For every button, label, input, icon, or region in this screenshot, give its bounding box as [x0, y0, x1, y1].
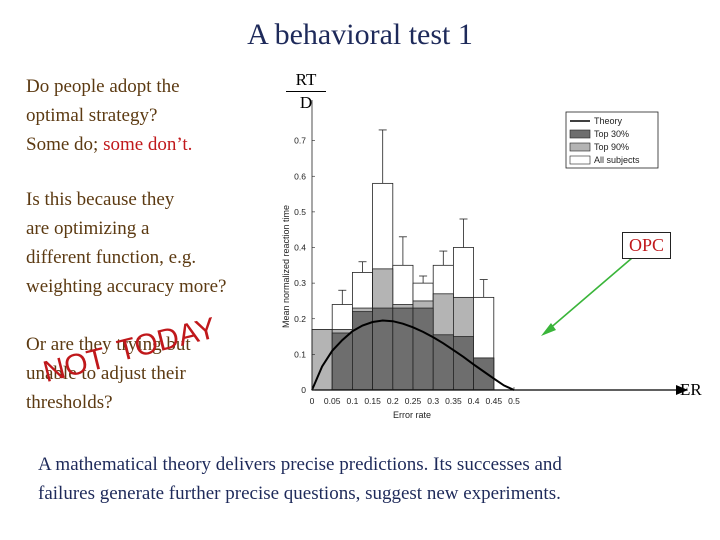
- legend-swatch: [569, 155, 591, 165]
- fraction-bar: [286, 91, 326, 92]
- question-paragraph: Do people adopt the optimal strategy? So…: [26, 72, 192, 159]
- x-tick-label: 0.15: [364, 396, 381, 406]
- fraction-numerator: RT: [295, 70, 317, 89]
- y-tick-label: 0.4: [294, 243, 306, 253]
- x-tick-label: 0.3: [427, 396, 439, 406]
- slide-title: A behavioral test 1: [247, 18, 473, 51]
- bar-top30: [392, 307, 414, 391]
- y-axis-label: Mean normalized reaction time: [281, 205, 291, 328]
- x-tick-label: 0.25: [405, 396, 422, 406]
- fraction-denominator: D: [299, 93, 313, 112]
- opc-arrow-line: [547, 257, 633, 331]
- opc-arrowhead: [541, 323, 556, 336]
- alternative-line-1: Or are they trying but: [26, 334, 191, 355]
- x-tick-label: 0.5: [508, 396, 520, 406]
- hypothesis-paragraph: Is this because they are optimizing a di…: [26, 185, 226, 301]
- legend-label: All subjects: [594, 155, 640, 165]
- x-tick-label: 0.05: [324, 396, 341, 406]
- legend-swatch: [569, 129, 591, 139]
- alternative-line-2: unable to adjust their: [26, 363, 186, 384]
- x-tick-label: 0.4: [468, 396, 480, 406]
- legend-label: Top 30%: [594, 129, 629, 139]
- y-tick-label: 0.7: [294, 136, 306, 146]
- question-line-3: Some do; some don’t.: [26, 130, 192, 159]
- y-tick-label: 0.6: [294, 171, 306, 181]
- hypothesis-line-3: different function, e.g.: [26, 247, 197, 268]
- question-line-1: Do people adopt the: [26, 76, 180, 97]
- y-tick-label: 0.2: [294, 314, 306, 324]
- bar-top30: [473, 357, 495, 391]
- alternative-line-3: thresholds?: [26, 392, 113, 413]
- conclusion-line-2: failures generate further precise questi…: [38, 483, 561, 504]
- x-axis-arrowhead: [676, 385, 688, 395]
- some-do-text: Some do;: [26, 134, 104, 155]
- legend-swatch: [569, 142, 591, 152]
- x-tick-label: 0.1: [346, 396, 358, 406]
- theory-curve: [311, 319, 515, 391]
- x-tick-label: 0.45: [486, 396, 503, 406]
- x-tick-label: 0: [310, 396, 315, 406]
- bar-top30: [412, 307, 434, 391]
- rt-over-d-fraction: RT D: [286, 70, 326, 113]
- y-tick-label: 0.3: [294, 278, 306, 288]
- x-tick-label: 0.35: [445, 396, 462, 406]
- question-line-2: optimal strategy?: [26, 105, 158, 126]
- y-tick-label: 0.5: [294, 207, 306, 217]
- alternative-paragraph: Or are they trying but unable to adjust …: [26, 330, 191, 417]
- conclusion-line-1: A mathematical theory delivers precise p…: [38, 454, 562, 475]
- opc-label-box: OPC: [622, 232, 672, 259]
- x-axis-label: Error rate: [393, 410, 431, 420]
- y-tick-label: 0: [301, 385, 306, 395]
- x-tick-label: 0.2: [387, 396, 399, 406]
- legend-label: Top 90%: [594, 142, 629, 152]
- some-dont-text: some don’t.: [103, 134, 193, 155]
- legend-label: Theory: [594, 116, 623, 126]
- hypothesis-line-1: Is this because they: [26, 189, 175, 210]
- hypothesis-line-2: are optimizing a: [26, 218, 150, 239]
- conclusion-text: A mathematical theory delivers precise p…: [38, 450, 718, 508]
- hypothesis-line-4: weighting accuracy more?: [26, 276, 227, 297]
- y-tick-label: 0.1: [294, 349, 306, 359]
- er-label: ER: [680, 380, 702, 399]
